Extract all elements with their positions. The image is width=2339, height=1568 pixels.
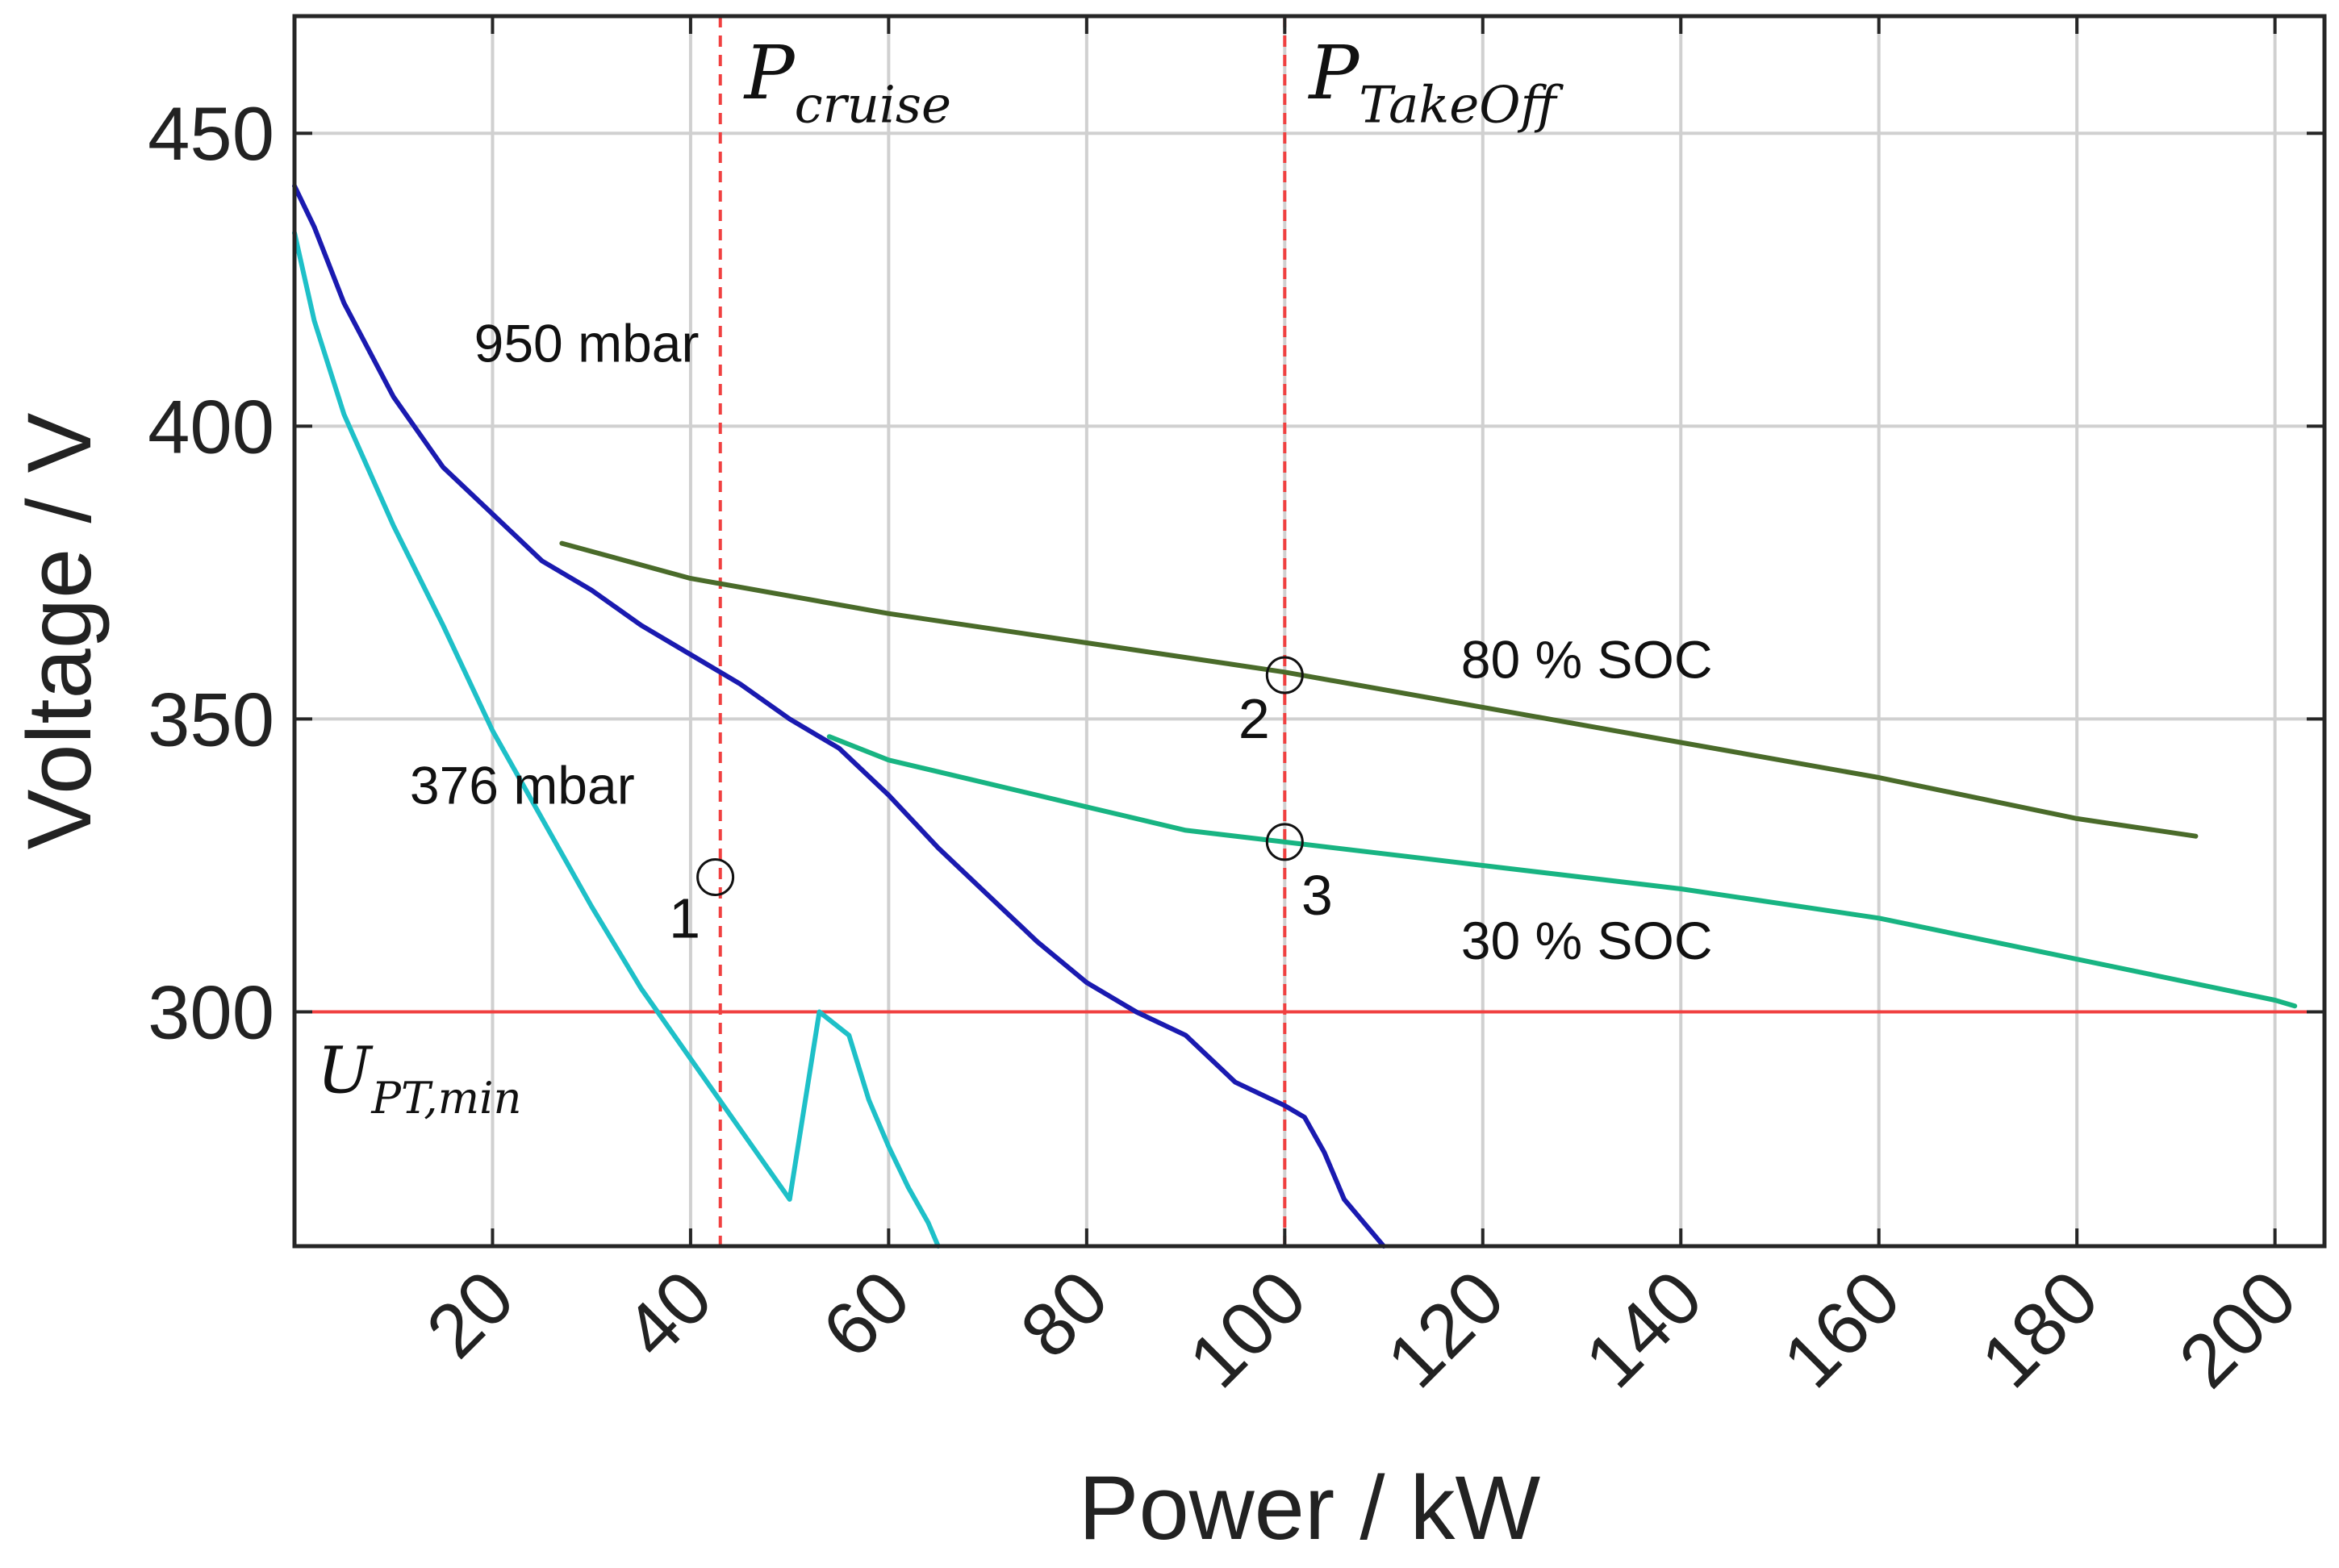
operating-point-markers: 1 2 3 [669, 656, 1333, 950]
x-axis-title: Power / kW [1079, 1457, 1541, 1558]
y-tick-label: 300 [148, 970, 274, 1055]
series-lines [292, 183, 2298, 1249]
operating-point-marker [1265, 656, 1304, 694]
plot-area-frame [292, 14, 2327, 1249]
series-line [559, 540, 2199, 839]
operating-point-label: 3 [1301, 864, 1333, 927]
y-tick-label: 400 [148, 384, 274, 469]
y-tick-label: 450 [148, 91, 274, 176]
reference-line-label: PTakeOff [1307, 30, 1564, 134]
annotations: 950 mbar 376 mbar 80 % SOC 30 % SOC [410, 313, 1713, 970]
series-line [292, 183, 1386, 1249]
operating-point-marker [1265, 823, 1304, 861]
y-tick-label: 350 [148, 677, 274, 761]
series-line [292, 230, 941, 1249]
curve-annotation: 80 % SOC [1461, 630, 1713, 690]
operating-point-marker [696, 858, 735, 896]
curve-annotation: 30 % SOC [1461, 911, 1713, 970]
operating-point-label: 2 [1238, 687, 1270, 750]
reference-line-label: UPT,min [317, 1033, 522, 1124]
reference-lines: Pcruise PTakeOff UPT,min [294, 16, 2324, 1246]
series-line [826, 734, 2298, 1009]
curve-annotation: 376 mbar [410, 756, 635, 815]
operating-point-label: 1 [669, 887, 700, 950]
y-axis-title: Voltage / V [9, 412, 110, 849]
curve-annotation: 950 mbar [474, 313, 700, 373]
reference-line-label: Pcruise [743, 30, 951, 134]
